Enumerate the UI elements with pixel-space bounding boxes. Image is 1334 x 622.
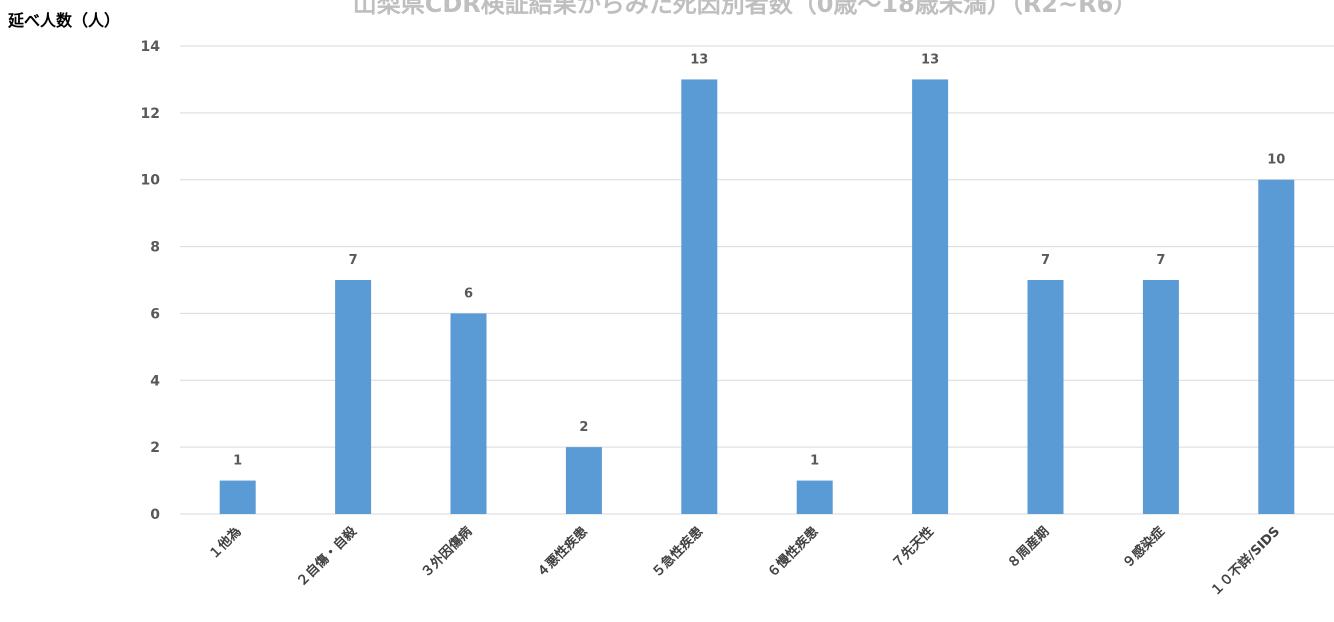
x-tick-label: ６慢性疾患 (764, 524, 821, 581)
y-tick-label: 4 (150, 373, 160, 389)
bar (450, 313, 487, 514)
bar (565, 447, 602, 514)
x-tick-label: ９感染症 (1120, 524, 1168, 572)
bar (1258, 179, 1295, 514)
y-tick-label: 10 (141, 173, 161, 189)
bar (1142, 280, 1179, 514)
x-tick-label: １他為 (206, 524, 245, 563)
data-label: 10 (1267, 153, 1285, 168)
x-tick-label: １０不詳/SIDS (1207, 524, 1283, 600)
y-tick-label: 8 (150, 240, 160, 256)
data-label: 1 (233, 454, 242, 469)
y-axis-ticks: 0 2 4 6 8 10 12 14 (141, 39, 161, 523)
x-tick-label: ５急性疾患 (649, 524, 706, 581)
bar (219, 480, 256, 514)
y-tick-label: 0 (150, 507, 160, 523)
y-tick-label: 14 (141, 39, 161, 55)
x-tick-label: ８周産期 (1004, 524, 1052, 572)
bars (219, 79, 1295, 514)
chart-title: 山梨県CDR検証結果からみた死因別者数（0歳〜18歳未満）（R2~R6） (353, 0, 1138, 18)
data-label: 7 (349, 253, 358, 268)
x-tick-label: ７先天性 (889, 524, 937, 572)
data-label: 6 (464, 286, 473, 301)
bar (912, 79, 949, 514)
x-tick-label: ３外因傷病 (418, 524, 475, 581)
y-tick-label: 12 (141, 106, 160, 122)
data-label: 2 (579, 420, 588, 435)
bar (796, 480, 833, 514)
data-label: 13 (690, 52, 708, 67)
data-label: 7 (1156, 253, 1165, 268)
data-label: 7 (1041, 253, 1050, 268)
data-label: 13 (921, 52, 939, 67)
y-tick-label: 2 (150, 440, 160, 456)
y-tick-label: 6 (150, 306, 160, 322)
x-tick-label: ４悪性疾患 (533, 524, 590, 581)
y-axis-label: 延べ人数（人） (7, 11, 120, 30)
gridlines (180, 45, 1334, 515)
data-labels: 1 7 6 2 13 1 13 7 7 10 (233, 52, 1285, 468)
bar (681, 79, 718, 514)
bar (1027, 280, 1064, 514)
x-tick-label: ２自傷・自殺 (293, 523, 360, 590)
data-label: 1 (810, 454, 819, 469)
x-axis-ticks: １他為 ２自傷・自殺 ３外因傷病 ４悪性疾患 ５急性疾患 ６慢性疾患 ７先天性 ８周産期 ９感染… (206, 523, 1284, 599)
bar (335, 280, 372, 514)
